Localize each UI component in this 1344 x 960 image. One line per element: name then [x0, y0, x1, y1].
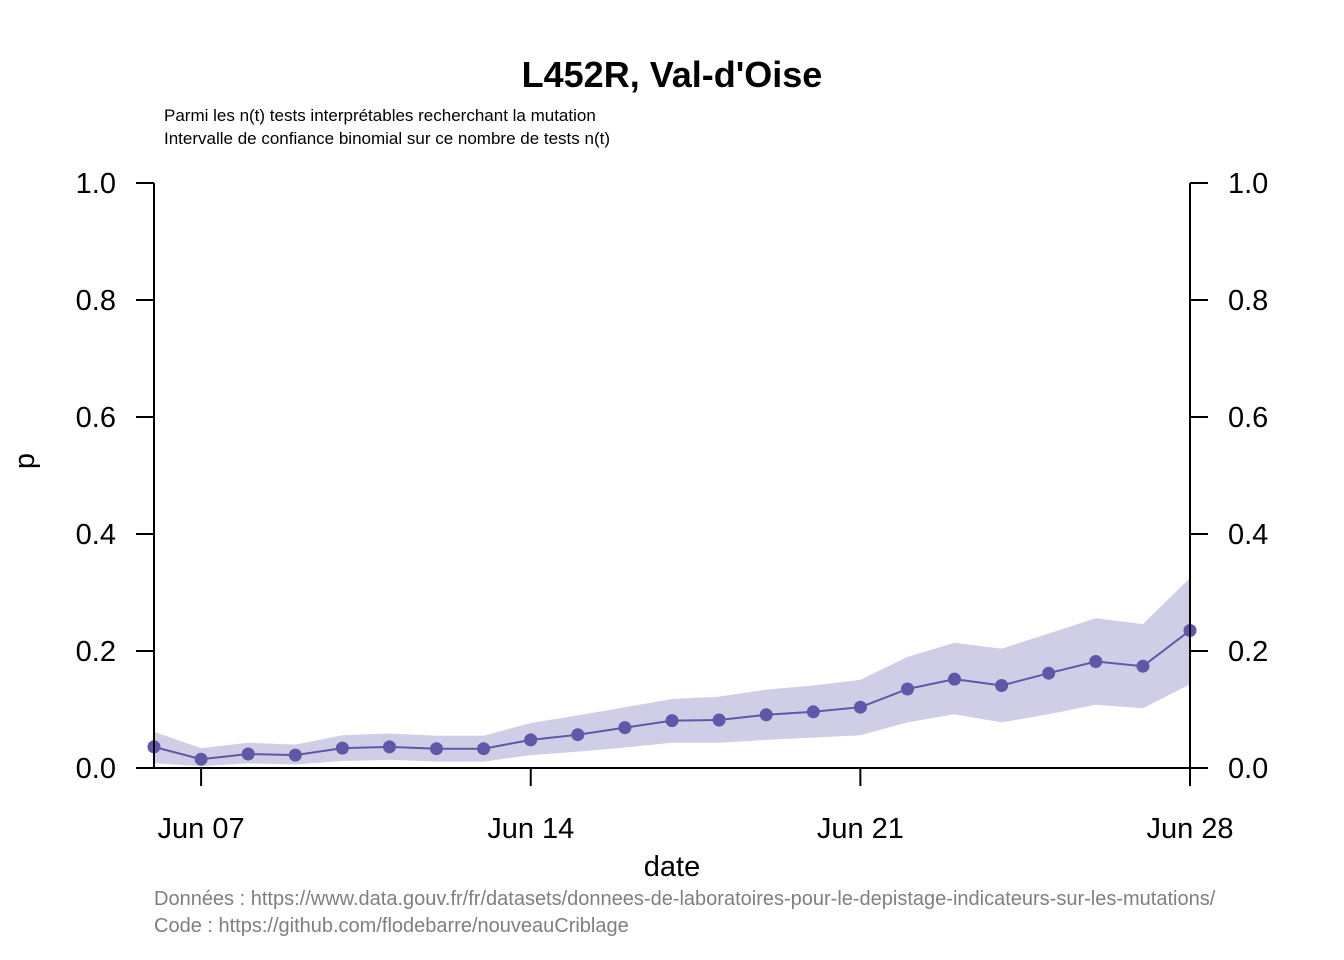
code-source-credit: Code : https://github.com/flodebarre/nou… [154, 915, 629, 937]
data-point [1089, 655, 1103, 668]
y-tick-label-right: 0.2 [1228, 636, 1268, 668]
y-tick-label-right: 0.8 [1228, 285, 1268, 317]
confidence-band-layer [154, 577, 1190, 767]
data-point [948, 672, 961, 686]
data-point [383, 740, 396, 754]
data-point [194, 752, 208, 766]
y-tick-label-right: 0.6 [1228, 402, 1268, 434]
y-axis-label: p [9, 453, 41, 469]
y-tick-label-right: 1.0 [1228, 168, 1268, 200]
data-point [430, 742, 443, 756]
chart-subtitle-line-2: Intervalle de confiance binomial sur ce … [164, 129, 611, 148]
data-point [524, 733, 538, 747]
y-tick-label-right: 0.0 [1228, 753, 1268, 785]
data-point [759, 708, 773, 722]
y-tick-label-left: 0.0 [76, 753, 116, 785]
data-point [712, 713, 726, 727]
data-point [288, 748, 302, 762]
x-tick-label: Jun 14 [487, 813, 574, 845]
chart-subtitle-line-1: Parmi les n(t) tests interprétables rech… [164, 106, 596, 125]
data-point [1042, 666, 1056, 680]
data-point [241, 747, 255, 761]
axes-layer: Jun 07 Jun 14 Jun 21 Jun 28 date 0.0 0.0 0.2 0.2… [9, 168, 1268, 883]
data-point [1136, 659, 1150, 673]
y-tick-label-left: 0.2 [76, 636, 116, 668]
data-point [477, 742, 491, 756]
y-tick-label-left: 1.0 [76, 168, 116, 200]
y-tick-label-left: 0.8 [76, 285, 116, 317]
x-axis-label: date [644, 851, 700, 883]
data-point [335, 741, 349, 755]
x-tick-label: Jun 21 [817, 813, 904, 845]
data-point [853, 700, 867, 714]
data-point [571, 728, 585, 742]
data-point [665, 714, 679, 728]
data-point [806, 705, 820, 719]
confidence-band [154, 577, 1190, 767]
x-tick-label: Jun 28 [1146, 813, 1233, 845]
data-point [995, 679, 1009, 692]
y-tick-label-right: 0.4 [1228, 519, 1268, 551]
y-tick-label-left: 0.4 [76, 519, 116, 551]
data-point [901, 682, 914, 696]
chart-title: L452R, Val-d'Oise [521, 54, 823, 95]
y-tick-label-left: 0.6 [76, 402, 116, 434]
data-source-credit: Données : https://www.data.gouv.fr/fr/da… [154, 888, 1216, 910]
data-point [618, 721, 632, 735]
x-tick-label: Jun 07 [158, 813, 245, 845]
